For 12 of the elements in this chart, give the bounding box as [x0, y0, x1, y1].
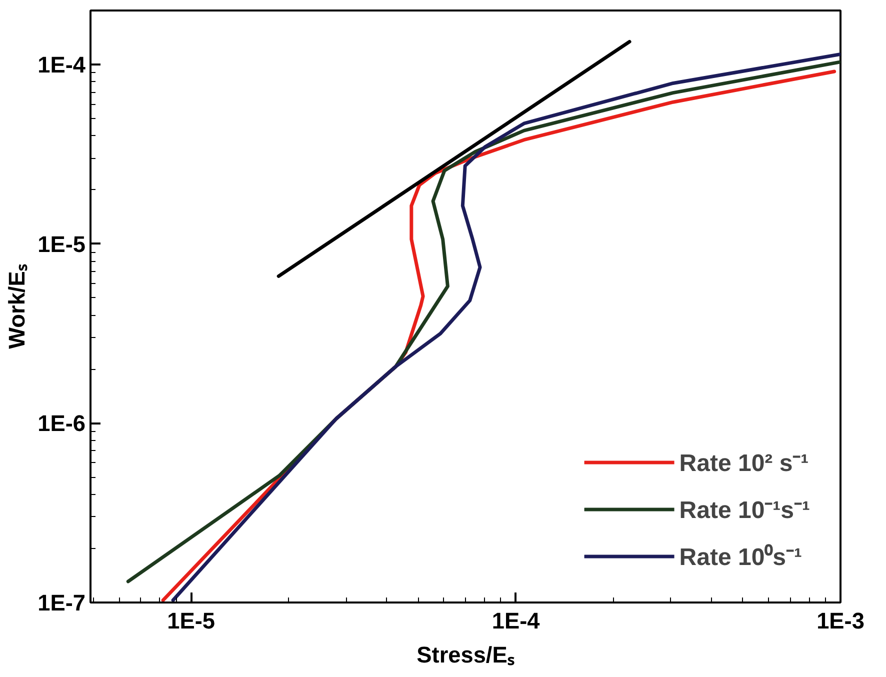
y-axis-title: Work/Eₛ: [4, 264, 30, 349]
legend-label: Rate 10² s⁻¹: [679, 449, 809, 478]
legend-label: Rate 10⁻¹s⁻¹: [679, 496, 810, 525]
y-tick-label: 1E-5: [38, 230, 86, 257]
x-tick-label: 1E-4: [492, 608, 540, 634]
x-tick-label: 1E-5: [167, 608, 216, 634]
y-tick-label: 1E-6: [38, 410, 86, 436]
y-tick-label: 1E-4: [38, 51, 86, 78]
y-tick-label: 1E-7: [38, 590, 86, 616]
x-tick-label: 1E-3: [816, 608, 864, 634]
x-axis-title: Stress/Eₛ: [416, 642, 514, 668]
legend-label: Rate 10⁰s⁻¹: [679, 543, 802, 572]
